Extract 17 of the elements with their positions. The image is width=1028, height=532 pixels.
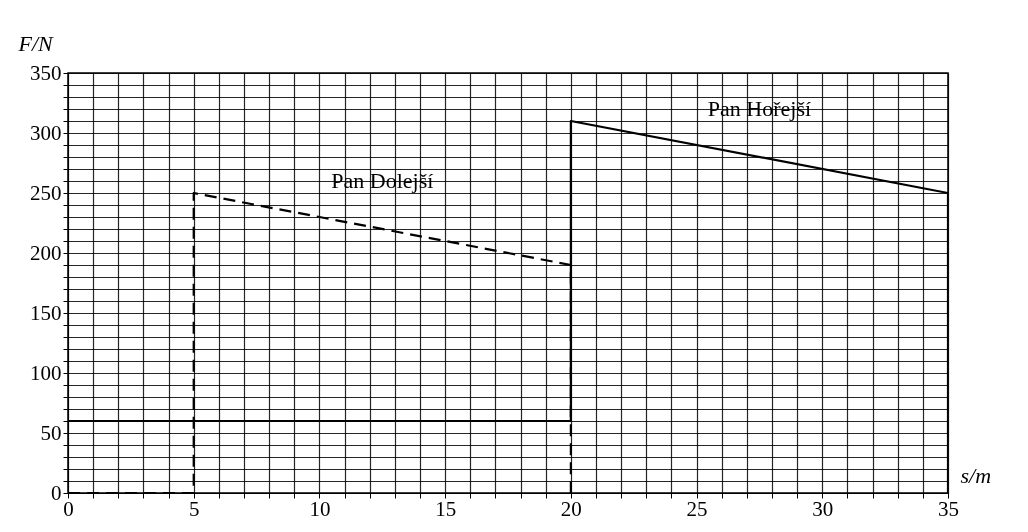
- y-tick-label: 300: [30, 120, 62, 145]
- x-tick-label: 15: [435, 496, 457, 521]
- y-tick-label: 150: [30, 300, 62, 325]
- x-axis-title: s/m: [960, 462, 992, 488]
- y-tick-label: 250: [30, 180, 62, 205]
- x-tick-label: 30: [812, 496, 834, 521]
- x-tick-label: 20: [560, 496, 582, 521]
- x-tick-label: 25: [686, 496, 708, 521]
- y-tick-label: 100: [30, 360, 62, 385]
- y-tick-label: 200: [30, 240, 62, 265]
- y-tick-label: 50: [40, 420, 62, 445]
- y-tick-label: 0: [51, 480, 62, 505]
- y-axis-title: F/N: [17, 30, 55, 56]
- x-tick-label: 35: [938, 496, 959, 521]
- y-tick-label: 350: [30, 60, 62, 85]
- x-tick-label: 5: [188, 496, 200, 521]
- x-tick-label: 10: [309, 496, 331, 521]
